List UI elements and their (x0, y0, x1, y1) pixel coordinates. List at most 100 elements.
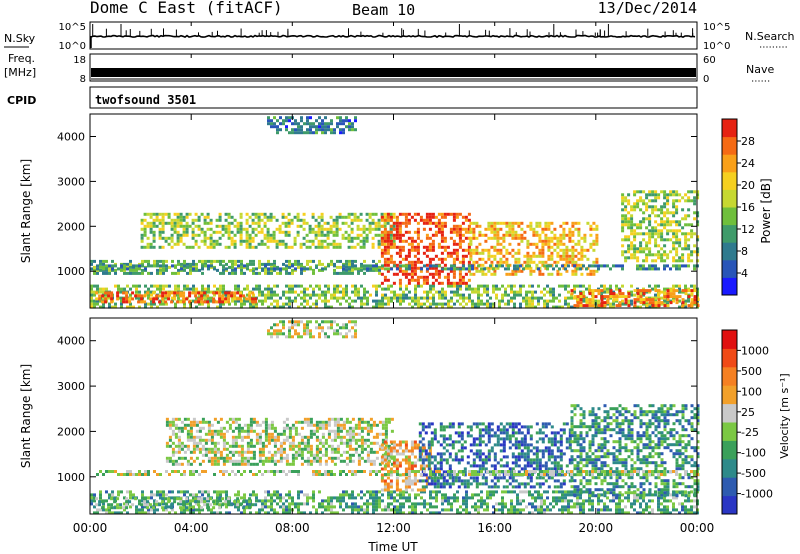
power-cell (630, 217, 634, 221)
power-cell (266, 215, 270, 219)
velocity-cell (192, 441, 196, 445)
power-cell (690, 289, 694, 293)
velocity-cell (576, 505, 579, 509)
power-cell (266, 218, 270, 222)
power-cell (324, 122, 327, 126)
power-cell (648, 232, 652, 236)
power-cell (469, 239, 473, 243)
power-cell (177, 268, 180, 272)
power-cell (386, 251, 390, 255)
velocity-cell (492, 505, 495, 509)
power-cell (321, 125, 324, 129)
power-cell (452, 218, 456, 222)
velocity-cell (309, 423, 313, 427)
velocity-cell (285, 438, 289, 442)
power-cell (636, 232, 640, 236)
power-cell (321, 262, 324, 266)
power-cell (431, 233, 435, 237)
power-cell (678, 284, 681, 288)
velocity-cell (228, 444, 232, 448)
power-cell (633, 238, 637, 242)
power-cell (510, 284, 513, 288)
velocity-cell (669, 499, 672, 503)
power-cell (218, 218, 222, 222)
velocity-cell (200, 506, 204, 510)
velocity-cell (126, 511, 129, 515)
power-cell (440, 245, 444, 249)
power-cell (159, 287, 162, 291)
power-cell (636, 259, 640, 263)
power-cell (207, 290, 210, 294)
velocity-cell (179, 506, 183, 510)
power-cell (149, 224, 153, 228)
power-cell (99, 290, 102, 294)
power-cell (675, 205, 679, 209)
power-cell (534, 290, 537, 294)
power-cell (342, 119, 345, 123)
power-cell (624, 196, 628, 200)
velocity-cell (240, 426, 244, 430)
power-cell (218, 236, 222, 240)
power-cell (443, 257, 447, 261)
power-cell (395, 251, 399, 255)
velocity-cell (264, 499, 267, 503)
power-cell (330, 128, 333, 132)
velocity-cell (471, 496, 474, 500)
power-cell (294, 299, 297, 303)
power-cell (263, 212, 267, 216)
power-cell (185, 224, 189, 228)
velocity-cell (198, 420, 202, 424)
velocity-cell (441, 502, 444, 506)
velocity-cell (171, 459, 175, 463)
velocity-cell (558, 499, 561, 503)
power-cell (592, 260, 596, 264)
velocity-cell (261, 420, 265, 424)
power-cell (264, 264, 267, 268)
power-cell (273, 259, 276, 263)
velocity-cell (228, 511, 231, 515)
power-cell (621, 214, 625, 218)
power-cell (386, 233, 390, 237)
power-cell (395, 221, 399, 225)
power-cell (624, 295, 628, 299)
velocity-cell (633, 499, 636, 503)
velocity-cell (684, 490, 687, 494)
velocity-cell (195, 447, 199, 451)
power-cell (571, 233, 575, 237)
power-cell (288, 299, 291, 303)
power-cell (597, 292, 601, 296)
velocity-cell (108, 511, 111, 515)
velocity-cell (294, 432, 298, 436)
power-cell (335, 242, 339, 246)
power-cell (219, 305, 222, 309)
power-cell (281, 239, 285, 243)
power-cell (687, 190, 691, 194)
velocity-cell (153, 493, 156, 497)
power-cell (159, 268, 162, 272)
power-cell (475, 224, 479, 228)
power-cell (353, 245, 357, 249)
power-cell (149, 245, 153, 249)
velocity-cell (288, 432, 292, 436)
power-cell (429, 284, 432, 288)
power-cell (538, 272, 542, 276)
power-cell (474, 305, 477, 309)
power-cell (468, 267, 471, 271)
velocity-cell (141, 493, 144, 497)
power-cell (657, 289, 661, 293)
velocity-cell (261, 447, 265, 451)
velocity-cell (285, 459, 289, 463)
velocity-cell (297, 447, 301, 451)
velocity-cell (669, 493, 672, 497)
power-cell (642, 298, 646, 302)
power-cell (236, 221, 240, 225)
power-cell (552, 287, 555, 291)
power-cell (505, 230, 509, 234)
velocity-cell (123, 502, 126, 506)
power-cell (147, 271, 150, 275)
power-cell (245, 233, 249, 237)
power-cell (437, 269, 441, 273)
power-cell (440, 221, 444, 225)
velocity-cell (129, 493, 132, 497)
velocity-cell (243, 459, 247, 463)
